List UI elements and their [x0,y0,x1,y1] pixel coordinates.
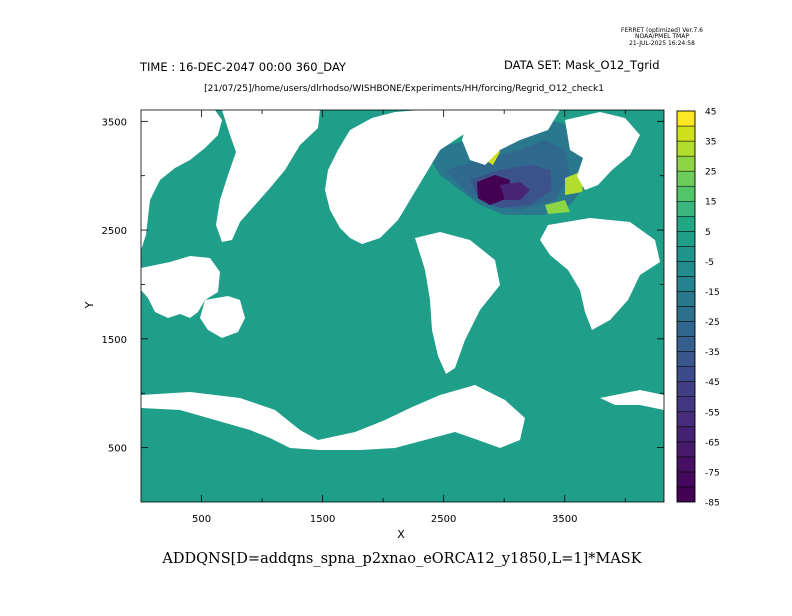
anomaly-core-east [500,182,530,200]
header-org: NOAA/PMEL TMAP [635,33,689,40]
y-axis-label: Y [83,301,96,309]
colorbar-swatch [676,185,696,202]
colorbar-tick-label: -75 [705,468,720,478]
colorbar-swatch [676,396,696,413]
dataset-label: DATA SET: Mask_O12_Tgrid [504,58,660,72]
colorbar-swatch [676,306,696,322]
map-layer [141,110,664,502]
land-south-america [415,232,500,374]
colorbar-tick-label: -5 [705,258,714,268]
anomaly-core-west [477,175,510,205]
land-mask [141,110,664,450]
colorbar-swatch [676,110,696,127]
colorbar-tick-label: -85 [705,499,720,509]
y-tick-label: 3500 [102,117,127,128]
header-date: 21-JUL-2025 16:24:58 [629,40,695,47]
chart-title: ADDQNS[D=addqns_spna_p2xnao_eORCA12_y185… [161,551,642,567]
land-antarctica-east [600,390,664,410]
x-tick-label: 3500 [552,514,577,525]
colorbar-tick-label: -45 [705,378,720,388]
time-label: TIME : 16-DEC-2047 00:00 360_DAY [139,60,347,74]
land-europe [565,112,640,190]
colorbar-swatch [676,411,696,428]
colorbar-swatch [676,276,696,292]
colorbar-frame [676,110,696,503]
colorbar-tick-label: 35 [705,138,716,148]
colorbar-tick-label: -25 [705,318,720,328]
plot-frame [140,109,665,503]
colorbar-swatch [676,321,696,337]
anomaly-positive-south [545,200,570,214]
colorbar-tick-label: -35 [705,348,720,358]
colorbar-tick-label: 25 [705,168,716,178]
land-africa [540,218,660,330]
colorbar-swatch [676,291,696,307]
ferret-header: FERRET (optimized) Ver.7.6 NOAA/PMEL TMA… [621,27,703,47]
x-tick-label: 2500 [431,514,456,525]
colorbar-swatch [676,261,696,277]
colorbar-swatch [676,155,696,172]
colorbar-swatch [676,140,696,157]
colorbar-tick-label: -15 [705,288,720,298]
header-program: FERRET (optimized) Ver.7.6 [621,27,703,34]
colorbar-swatch [676,366,696,382]
colorbar: 45 35 25 15 5 -5 -15 -25 -35 -45 -55 -65 -75 -85 [676,108,720,509]
y-tick-label: 2500 [102,226,127,237]
land-africa-arabia [141,256,220,318]
colorbar-swatch [676,200,696,217]
colorbar-swatch [676,125,696,142]
colorbar-swatch [676,456,696,473]
colorbar-tick-label: -55 [705,408,720,418]
colorbar-tick-label: -65 [705,438,720,448]
colorbar-tick-label: 15 [705,198,716,208]
x-tick-label: 500 [192,514,211,525]
path-label: [21/07/25]/home/users/dlrhodso/WISHBONE/… [204,84,604,94]
colorbar-swatch [676,170,696,187]
y-axis: 500 1500 2500 3500 [102,117,664,455]
x-axis-label: X [397,528,405,541]
colorbar-swatch [676,231,696,247]
colorbar-swatch [676,381,696,397]
land-greenland [462,110,560,165]
land-australia [200,296,245,338]
colorbar-swatch [676,351,696,367]
x-tick-label: 1500 [310,514,335,525]
colorbar-tick-label: 5 [705,228,711,238]
x-axis: 500 1500 2500 3500 [192,110,626,525]
land-eurasia-west [141,110,222,250]
y-tick-label: 500 [108,444,127,455]
colorbar-swatch [676,216,696,232]
land-asia-east [216,110,320,242]
colorbar-tick-label: 45 [705,108,716,118]
colorbar-swatch [676,441,696,458]
colorbar-swatch [676,471,696,488]
colorbar-swatch [676,426,696,443]
colorbar-swatch [676,336,696,352]
y-tick-label: 1500 [102,335,127,346]
colorbar-swatch [676,486,696,503]
colorbar-swatch [676,246,696,262]
land-north-america [325,110,480,244]
land-antarctica [141,385,525,450]
